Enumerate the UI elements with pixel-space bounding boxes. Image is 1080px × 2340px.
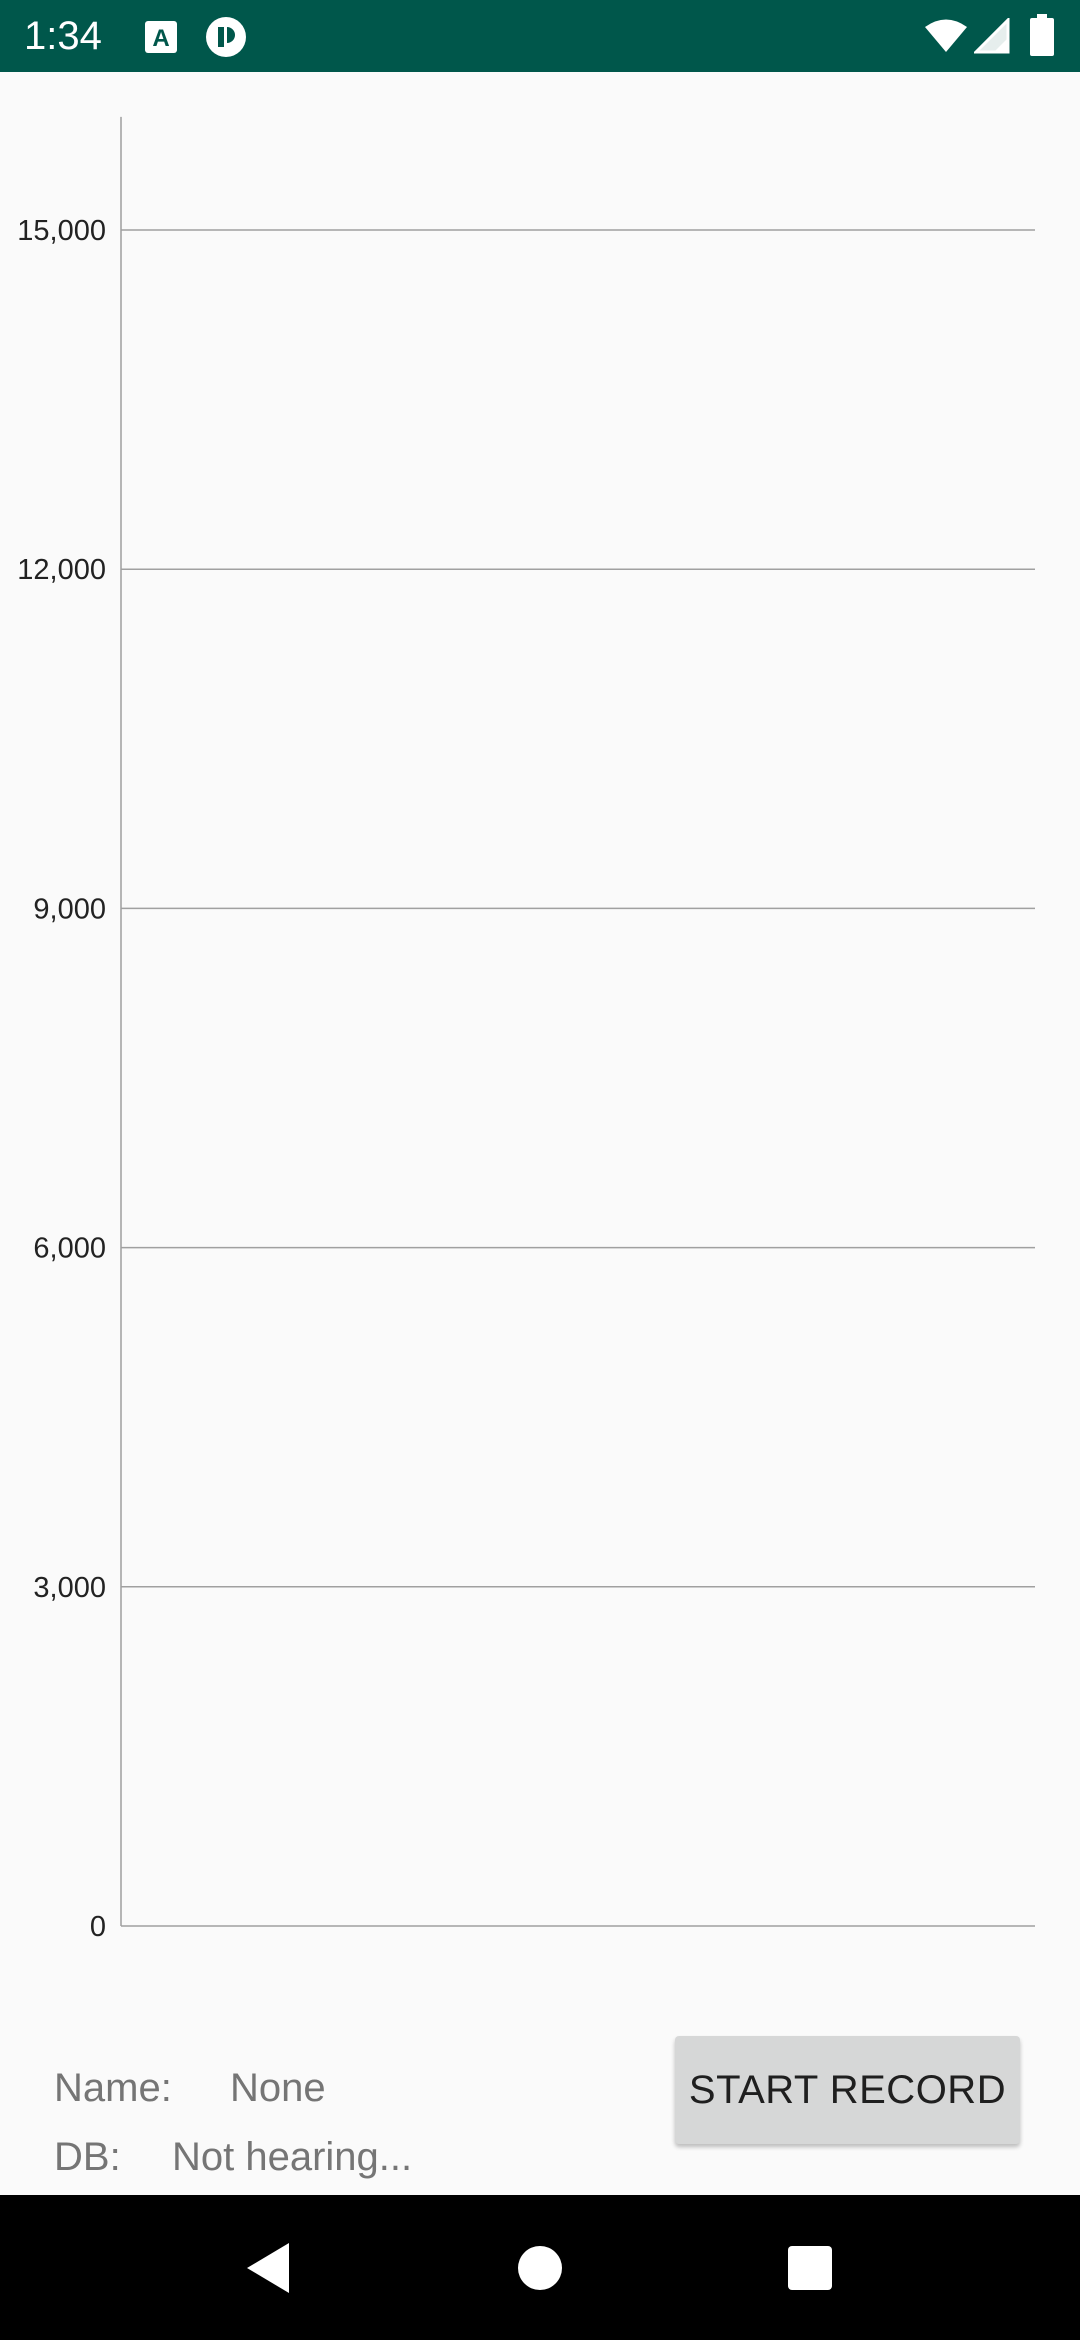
app-circle-icon <box>205 16 247 63</box>
status-time: 1:34 <box>24 14 102 58</box>
name-value: None <box>230 2066 326 2110</box>
cell-signal-icon <box>972 16 1010 59</box>
start-record-button[interactable]: START RECORD <box>675 2036 1020 2144</box>
y-tick-label: 0 <box>90 1911 106 1943</box>
back-button[interactable] <box>198 2195 338 2340</box>
back-icon <box>247 2242 289 2293</box>
y-tick-label: 12,000 <box>17 554 106 586</box>
chart-area: 0 3,000 6,000 9,000 12,000 15,000 <box>0 72 1080 1972</box>
wifi-icon <box>924 18 968 59</box>
y-tick-label: 9,000 <box>33 893 106 925</box>
home-icon <box>518 2245 562 2290</box>
navigation-bar <box>0 2195 1080 2340</box>
home-button[interactable] <box>470 2195 610 2340</box>
db-label: DB: <box>54 2135 121 2179</box>
db-value: Not hearing... <box>172 2135 413 2179</box>
y-tick-label: 6,000 <box>33 1233 106 1265</box>
recents-icon <box>788 2245 832 2290</box>
svg-text:A: A <box>152 25 169 52</box>
line-chart: 0 3,000 6,000 9,000 12,000 15,000 <box>17 116 1035 1943</box>
battery-icon <box>1030 14 1054 61</box>
keyboard-a-icon: A <box>144 20 178 59</box>
y-tick-label: 15,000 <box>17 215 106 247</box>
y-tick-label: 3,000 <box>33 1572 106 1604</box>
recents-button[interactable] <box>740 2195 880 2340</box>
status-bar: 1:34 A <box>0 0 1080 72</box>
name-label: Name: <box>54 2066 172 2110</box>
